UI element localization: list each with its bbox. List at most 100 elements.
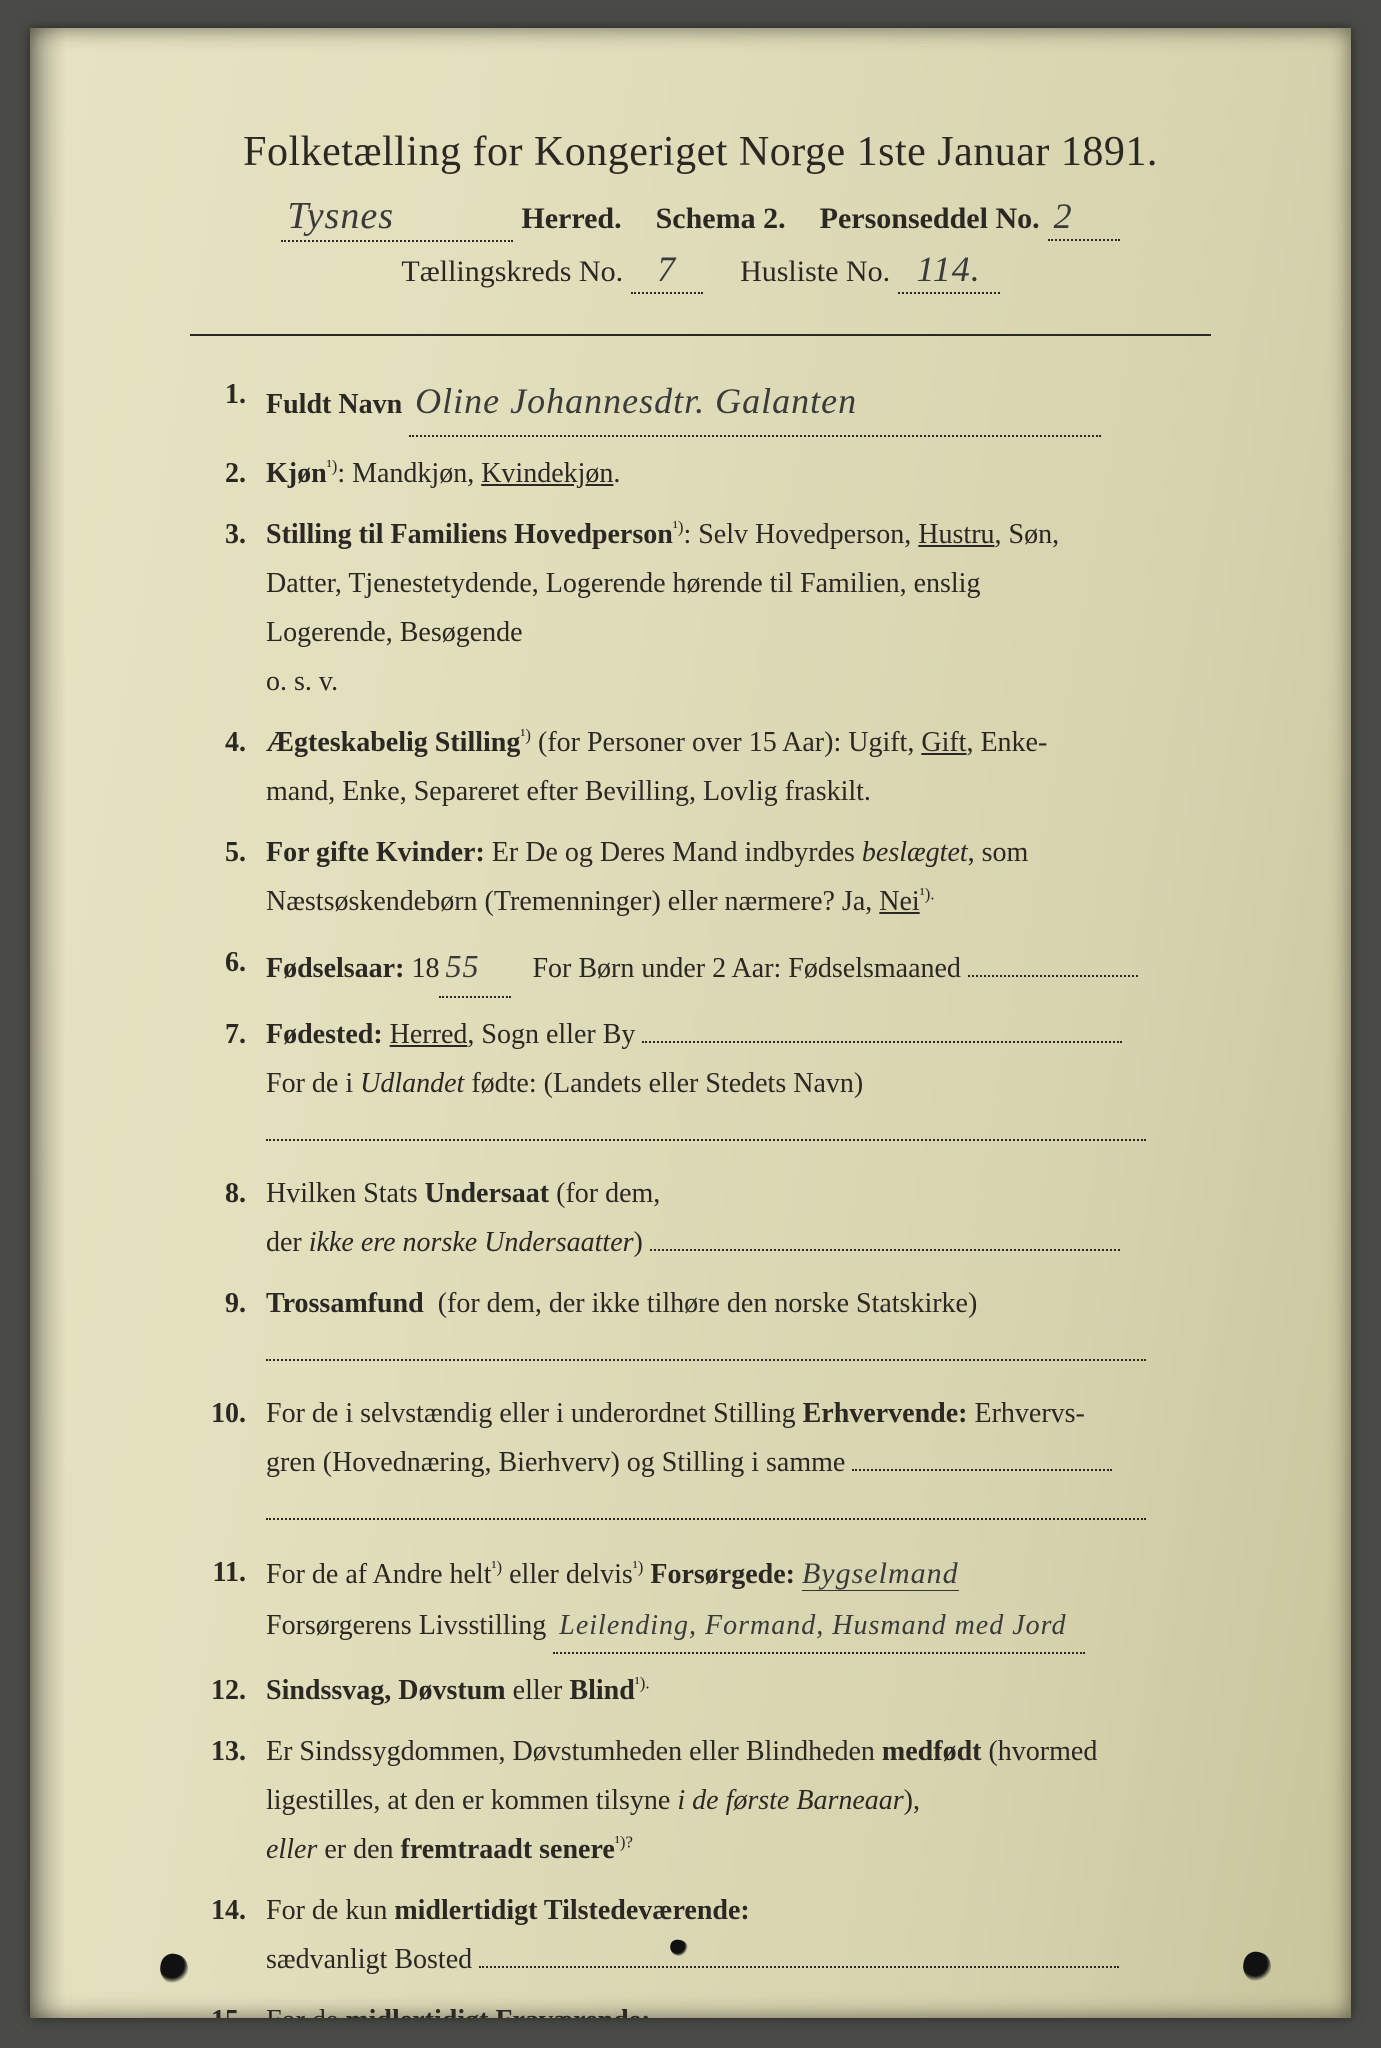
field-2-options: Mandkjøn, — [352, 458, 481, 489]
field-10-blank2 — [266, 1493, 1146, 1520]
field-11: For de af Andre helt¹) eller delvis¹) Fo… — [190, 1548, 1211, 1654]
field-8-line2b: ) — [634, 1227, 643, 1258]
field-1-value: Oline Johannesdtr. Galanten — [409, 370, 1101, 437]
personseddel-no: 2 — [1048, 195, 1120, 241]
field-8-blank — [650, 1224, 1120, 1251]
field-6-label: Fødselsaar: — [266, 953, 404, 984]
herred-name-handwritten: Tysnes — [281, 194, 513, 242]
husliste-no: 114. — [898, 248, 1000, 294]
kreds-label: Tællingskreds No. — [401, 255, 623, 288]
field-11-note2: ¹) — [633, 1558, 644, 1577]
field-9-text: (for dem, der ikke tilhøre den norske St… — [438, 1288, 978, 1319]
field-13-line1: Er Sindssygdommen, Døvstumheden eller Bl… — [266, 1736, 882, 1767]
subtitle-line-2: Tællingskreds No. 7 Husliste No. 114. — [190, 248, 1211, 294]
field-12-label: Sindssvag, Døvstum — [266, 1675, 506, 1706]
field-11-b1: Forsørgede: — [643, 1559, 795, 1590]
field-2-underlined: Kvindekjøn — [481, 458, 613, 489]
field-1: Fuldt Navn Oline Johannesdtr. Galanten — [190, 370, 1211, 437]
field-10-line2: gren (Hovednæring, Bierhverv) og Stillin… — [266, 1447, 845, 1478]
field-2-label: Kjøn — [266, 458, 327, 489]
field-2-note: ¹) — [327, 457, 338, 476]
field-2: Kjøn¹): Mandkjøn, Kvindekjøn. — [190, 449, 1211, 498]
field-7-blank2 — [266, 1114, 1146, 1141]
field-7-blank — [642, 1016, 1122, 1043]
field-3-line4: o. s. v. — [266, 657, 1211, 706]
field-12-text: eller — [506, 1675, 570, 1706]
field-13: Er Sindssygdommen, Døvstumheden eller Bl… — [190, 1727, 1211, 1874]
field-13-line1b: (hvormed — [981, 1736, 1097, 1767]
field-5-note: ¹). — [920, 885, 935, 904]
field-15-b1: midlertidigt Fraværende: — [345, 2005, 650, 2019]
personseddel-label: Personseddel No. — [820, 202, 1040, 236]
field-10-line1a: For de i selvstændig eller i underordnet… — [266, 1398, 803, 1429]
field-8-line2a: der — [266, 1227, 309, 1258]
field-8-line1: Hvilken Stats — [266, 1178, 425, 1209]
field-6-text2: For Børn under 2 Aar: Fødselsmaaned — [532, 953, 961, 984]
field-6: Fødselsaar: 1855 For Børn under 2 Aar: F… — [190, 938, 1211, 998]
field-5-underlined: Nei — [879, 886, 919, 917]
field-13-line2b: ), — [904, 1785, 920, 1816]
field-7-text1: , Sogn eller By — [467, 1019, 635, 1050]
field-4-note: ¹) — [520, 726, 531, 745]
field-5-label: For gifte Kvinder: — [266, 837, 485, 868]
field-4-underlined: Gift — [921, 727, 966, 758]
schema-label: Schema 2. — [656, 202, 786, 236]
document-paper: Folketælling for Kongeriget Norge 1ste J… — [30, 28, 1351, 2018]
field-13-note: ¹)? — [615, 1832, 633, 1851]
field-8: Hvilken Stats Undersaat (for dem, der ik… — [190, 1169, 1211, 1267]
field-11-hand1: Bygselmand — [802, 1557, 959, 1591]
field-13-line3a: eller — [266, 1834, 317, 1865]
field-7-underlined: Herred — [390, 1019, 468, 1050]
field-5-line2a: Næstsøskendebørn (Tremenninger) eller næ… — [266, 886, 879, 917]
field-1-label: Fuldt Navn — [266, 389, 402, 420]
field-4-pre: Ugift, — [848, 727, 921, 758]
field-11-line1b: eller delvis — [502, 1559, 633, 1590]
field-6-year-prefix: 18 — [411, 953, 439, 984]
page-title: Folketælling for Kongeriget Norge 1ste J… — [190, 128, 1211, 176]
field-8-line1b: (for dem, — [549, 1178, 660, 1209]
field-13-emph: i de første Barneaar — [677, 1785, 903, 1816]
ink-blot-right — [1240, 1949, 1274, 1984]
field-7: Fødested: Herred, Sogn eller By For de i… — [190, 1010, 1211, 1157]
field-5: For gifte Kvinder: Er De og Deres Mand i… — [190, 828, 1211, 926]
field-13-line3b: er den — [317, 1834, 400, 1865]
field-3-line2: Datter, Tjenestetydende, Logerende høren… — [266, 559, 1211, 608]
husliste-label: Husliste No. — [740, 255, 890, 288]
field-9: Trossamfund (for dem, der ikke tilhøre d… — [190, 1279, 1211, 1377]
field-13-b2: fremtraadt senere — [401, 1834, 615, 1865]
field-3-pre: Selv Hovedperson, — [698, 519, 918, 550]
field-13-line2a: ligestilles, at den er kommen tilsyne — [266, 1785, 677, 1816]
field-12-b2: Blind — [569, 1675, 634, 1706]
field-10-line1b: Erhvervs- — [967, 1398, 1084, 1429]
field-3-underlined: Hustru — [918, 519, 994, 550]
field-6-blank — [968, 950, 1138, 977]
divider-top — [190, 334, 1211, 336]
field-3-note: ¹) — [673, 518, 684, 537]
field-15: For de midlertidigt Fraværende: antageli… — [190, 1996, 1211, 2019]
ink-blot-left — [157, 1951, 191, 1986]
field-3-post: , Søn, — [995, 519, 1060, 550]
field-8-emph: ikke ere norske Undersaatter — [309, 1227, 634, 1258]
field-3: Stilling til Familiens Hovedperson¹): Se… — [190, 510, 1211, 706]
herred-label: Herred. — [521, 202, 621, 236]
field-14-b1: midlertidigt Tilstedeværende: — [394, 1895, 749, 1926]
subtitle-line-1: Tysnes Herred. Schema 2. Personseddel No… — [190, 194, 1211, 242]
field-11-line1a: For de af Andre helt — [266, 1559, 492, 1590]
field-3-label: Stilling til Familiens Hovedperson — [266, 519, 673, 550]
field-7-label: Fødested: — [266, 1019, 383, 1050]
field-5-text2: , som — [968, 837, 1029, 868]
field-6-year-val: 55 — [439, 938, 511, 998]
field-9-label: Trossamfund — [266, 1288, 424, 1319]
field-15-line1a: For de — [266, 2005, 345, 2019]
field-5-emph1: beslægtet — [862, 837, 968, 868]
field-4-paren: (for Personer over 15 Aar): — [538, 727, 841, 758]
field-4-label: Ægteskabelig Stilling — [266, 727, 520, 758]
field-10-b1: Erhvervende: — [803, 1398, 968, 1429]
field-14: For de kun midlertidigt Tilstedeværende:… — [190, 1886, 1211, 1984]
field-12: Sindssvag, Døvstum eller Blind¹). — [190, 1666, 1211, 1715]
field-14-line2: sædvanligt Bosted — [266, 1944, 472, 1975]
field-4-line2: mand, Enke, Separeret efter Bevilling, L… — [266, 767, 1211, 816]
field-9-blank — [266, 1334, 1146, 1361]
scan-backdrop: Folketælling for Kongeriget Norge 1ste J… — [0, 0, 1381, 2048]
field-4-post: , Enke- — [966, 727, 1047, 758]
